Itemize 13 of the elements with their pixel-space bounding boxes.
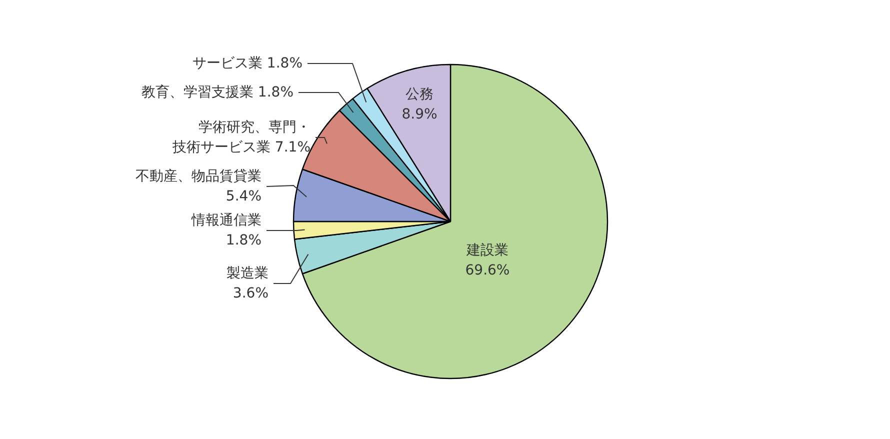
data-label: 3.6% — [232, 286, 269, 302]
data-label: 1.8% — [226, 232, 262, 248]
slice-label: 情報通信業 — [190, 212, 262, 228]
slice-label: 不動産、物品賃貸業 — [136, 168, 262, 184]
data-label: 69.6% — [465, 262, 510, 278]
slice-label: サービス業 1.8% — [192, 56, 303, 72]
slice-label: 製造業 — [226, 266, 268, 282]
data-label: 8.9% — [402, 106, 438, 122]
slice-label: 学術研究、専門・技術サービス業 7.1% — [171, 120, 311, 156]
slice-label: 公務 — [406, 86, 434, 102]
data-label: 5.4% — [226, 188, 262, 204]
slice-label: 教育、学習支援業 1.8% — [141, 84, 294, 100]
slice-label: 建設業 — [466, 242, 508, 258]
